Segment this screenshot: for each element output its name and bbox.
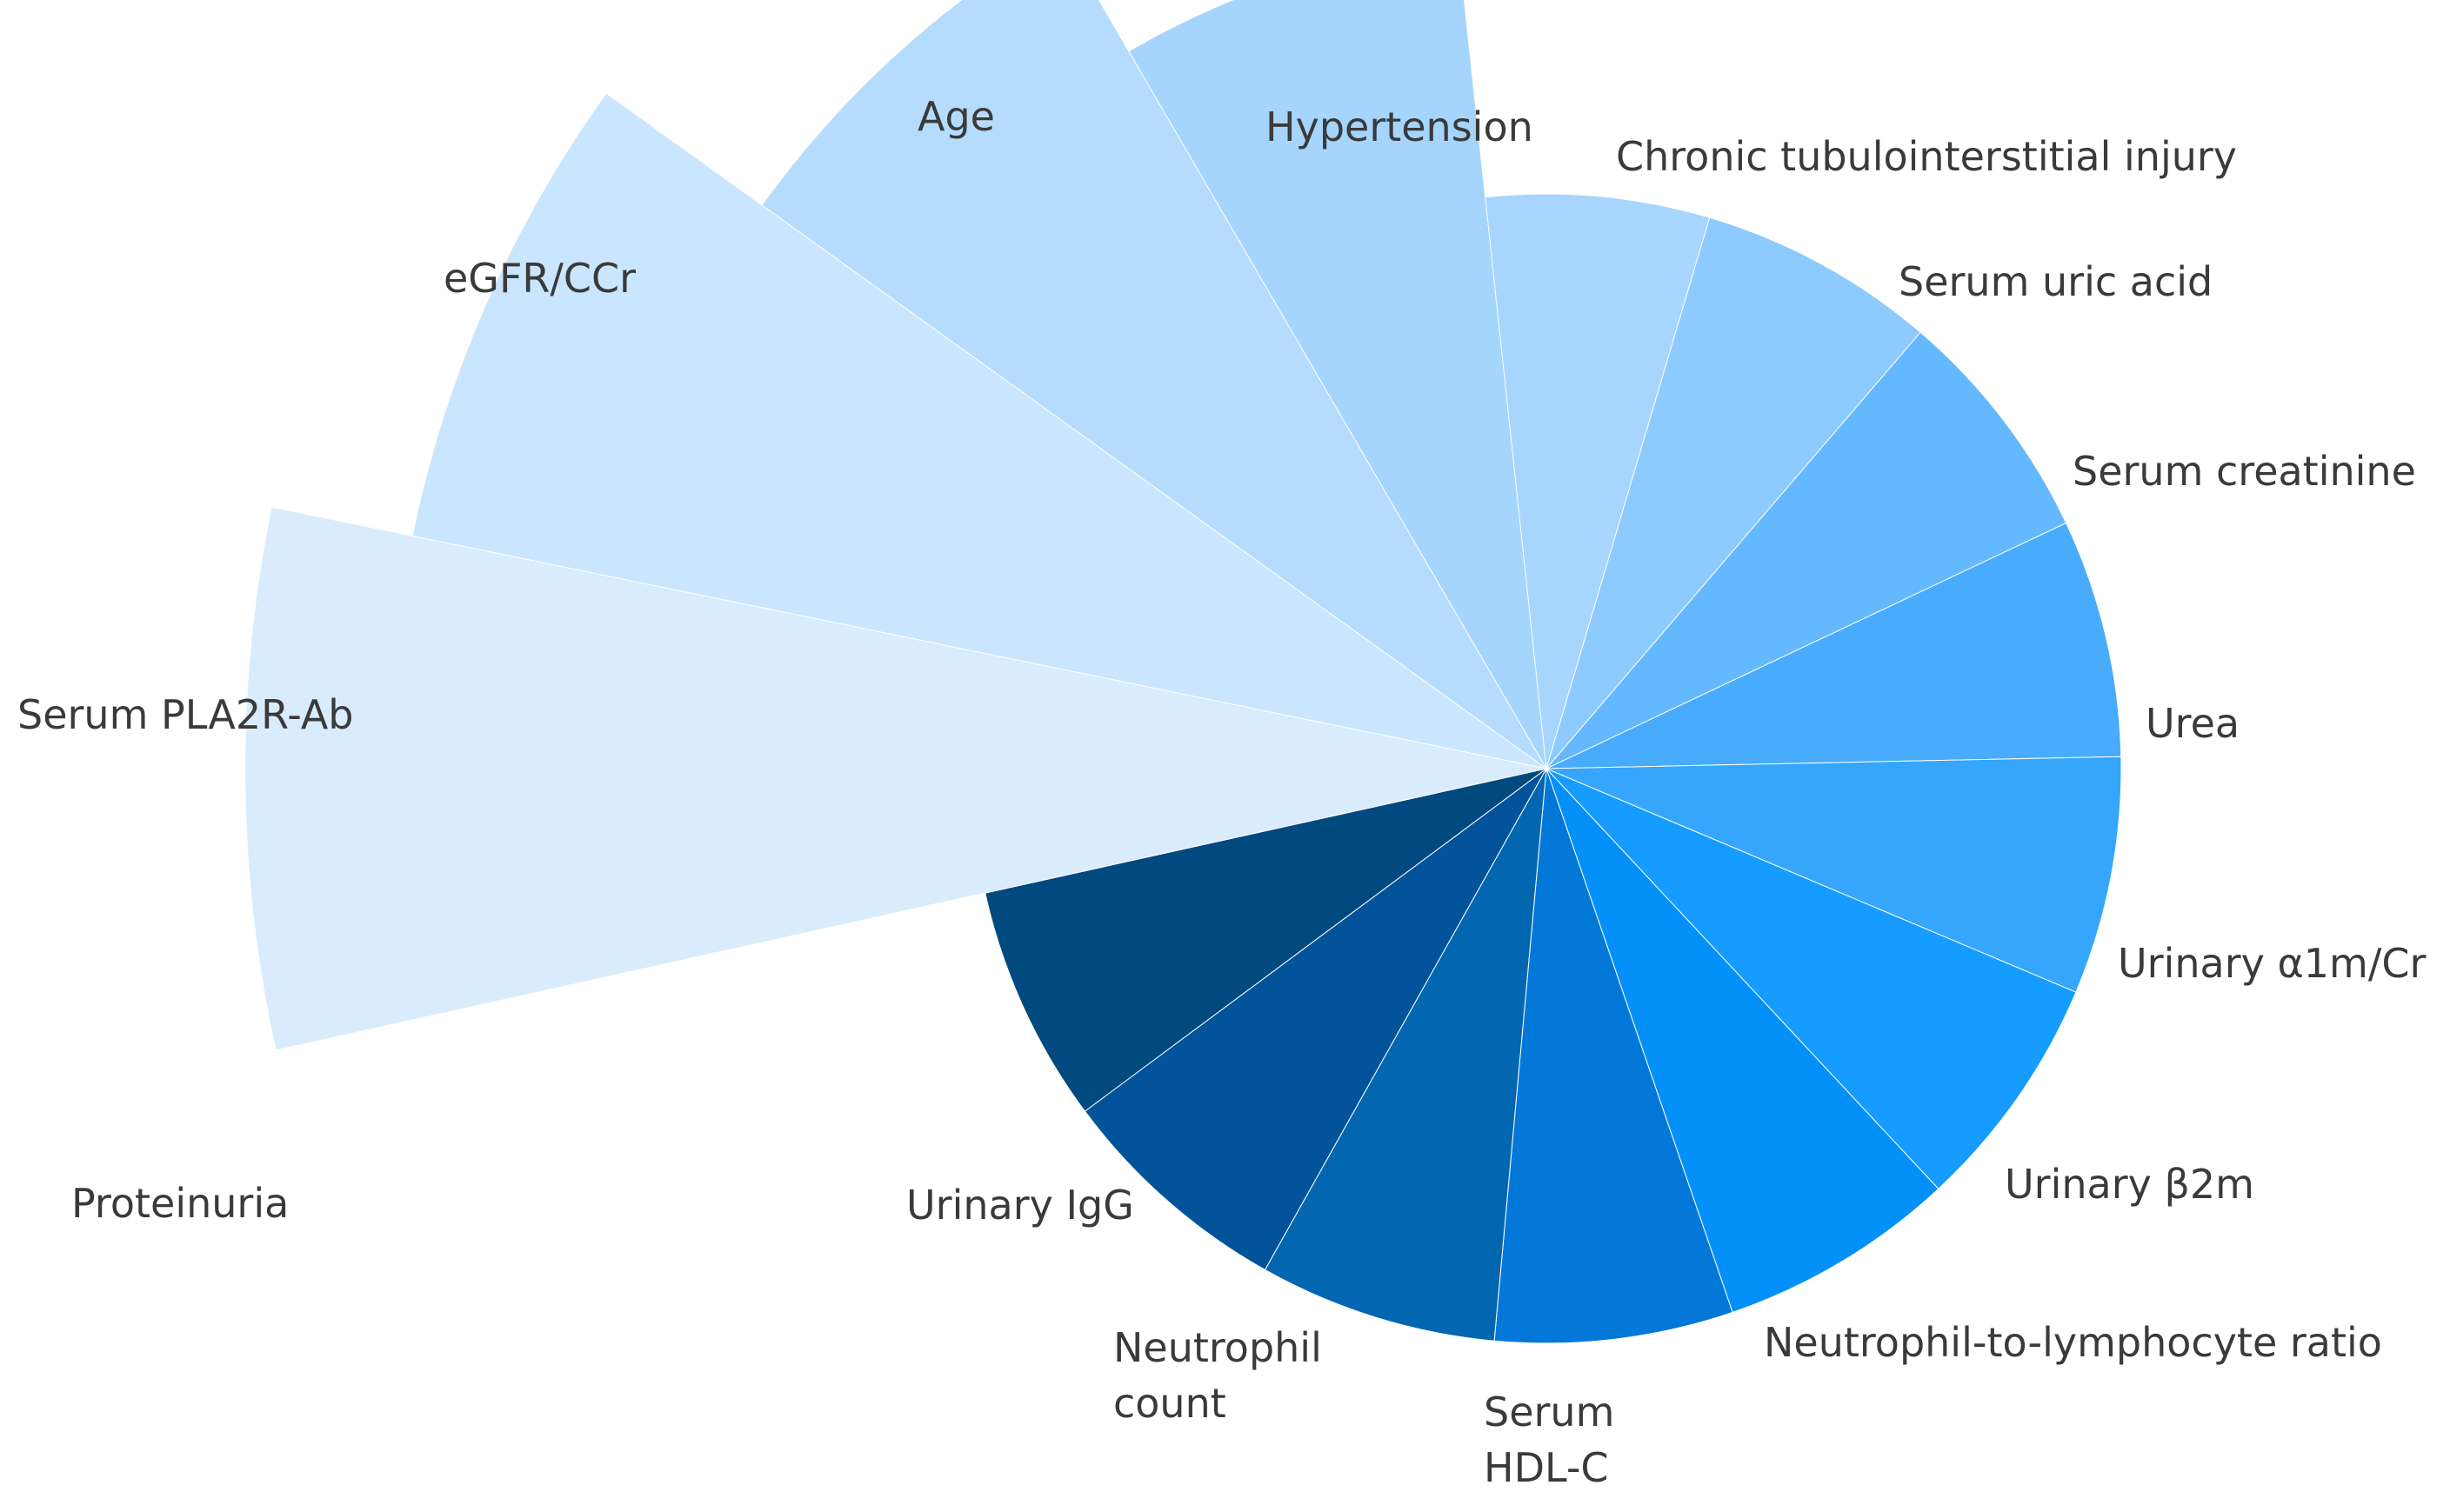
label-egfr-ccr: eGFR/CCr	[444, 255, 636, 302]
sector-urinary-2m	[1545, 768, 1939, 1313]
sector-proteinuria	[244, 506, 1547, 1051]
label-serum-creatinine: Serum creatinine	[2073, 448, 2416, 495]
label-serum-hdl-c: Serum HDL-C	[1484, 1389, 1627, 1491]
label-proteinuria: Proteinuria	[71, 1180, 289, 1227]
label-neutrophil-to-lymphocyte-ratio: Neutrophil-to-lymphocyte ratio	[1764, 1319, 2382, 1366]
sector-serum-pla2r-ab	[411, 92, 1547, 769]
sector-neutrophil-to-lymphocyte-ratio	[1493, 768, 1733, 1344]
label-serum-pla2r-ab: Serum PLA2R-Ab	[17, 691, 354, 738]
labels-group: Hypertension Chronic tubulointerstitial …	[17, 93, 2426, 1491]
sector-urinary-1m-cr	[1545, 768, 2077, 1190]
sectors-group	[244, 0, 2122, 1344]
sector-age	[1128, 0, 1547, 769]
label-hypertension: Hypertension	[1265, 103, 1533, 150]
sector-serum-hdl-c	[1264, 768, 1547, 1342]
label-chronic-tubulointerstitial-injury: Chronic tubulointerstitial injury	[1616, 133, 2237, 180]
label-serum-uric-acid: Serum uric acid	[1899, 258, 2213, 305]
sector-urinary-igg	[985, 768, 1547, 1112]
label-urinary-igg: Urinary IgG	[906, 1182, 1134, 1229]
label-serum-hdl-c-line2: HDL-C	[1484, 1444, 1609, 1491]
sector-serum-uric-acid	[1545, 331, 2067, 769]
sector-egfr-ccr	[761, 0, 1547, 769]
sector-chronic-tubulointerstitial-injury	[1545, 216, 1921, 769]
label-urinary-a1m-cr: Urinary α1m/Cr	[2118, 940, 2426, 987]
label-serum-hdl-c-line1: Serum	[1484, 1389, 1614, 1435]
label-neutrophil-count: Neutrophil count	[1113, 1324, 1335, 1427]
sector-serum-creatinine	[1545, 522, 2122, 769]
label-age: Age	[918, 93, 995, 140]
label-neutrophil-count-line1: Neutrophil	[1113, 1324, 1322, 1371]
label-neutrophil-count-line2: count	[1113, 1380, 1226, 1427]
sector-neutrophil-count	[1084, 768, 1547, 1271]
sector-urea	[1545, 756, 2122, 993]
label-urinary-b2m: Urinary β2m	[2005, 1161, 2254, 1208]
label-urea: Urea	[2146, 700, 2240, 747]
